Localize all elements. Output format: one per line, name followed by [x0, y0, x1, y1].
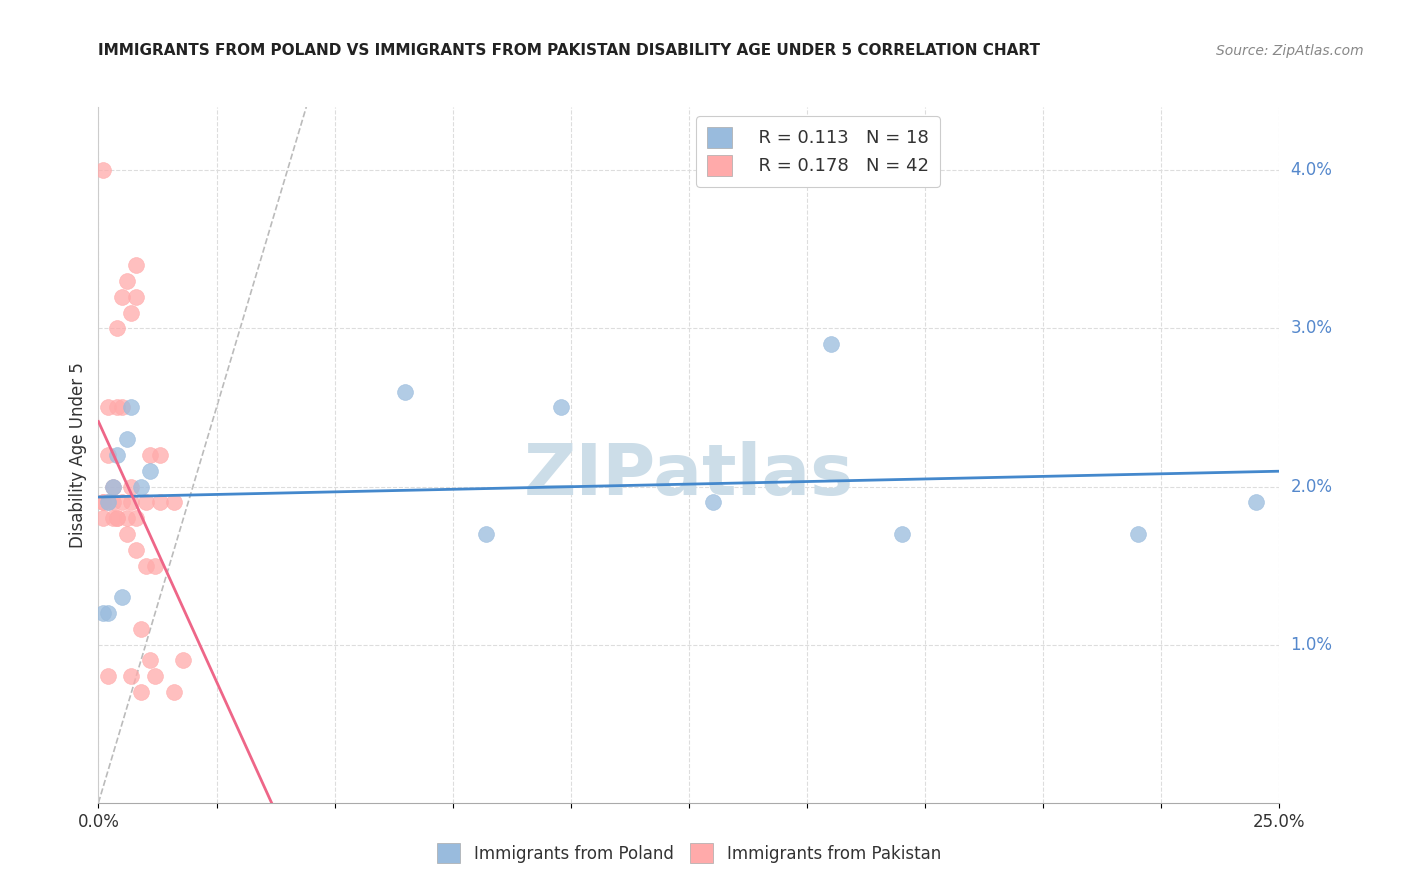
Point — [91, 495, 114, 509]
Point — [97, 401, 120, 415]
Point — [125, 290, 148, 304]
Point — [115, 274, 138, 288]
Point — [149, 448, 172, 462]
Point — [121, 669, 143, 683]
Point — [97, 495, 120, 509]
Point — [394, 384, 416, 399]
Y-axis label: Disability Age Under 5: Disability Age Under 5 — [69, 362, 87, 548]
Point — [129, 622, 152, 636]
Point — [111, 290, 134, 304]
Point — [163, 495, 186, 509]
Point — [475, 527, 498, 541]
Text: 2.0%: 2.0% — [1291, 477, 1333, 496]
Text: 3.0%: 3.0% — [1291, 319, 1333, 337]
Point — [121, 305, 143, 319]
Point — [91, 606, 114, 620]
Point — [149, 495, 172, 509]
Point — [97, 669, 120, 683]
Point — [172, 653, 194, 667]
Point — [97, 495, 120, 509]
Point — [550, 401, 572, 415]
Text: 1.0%: 1.0% — [1291, 636, 1333, 654]
Point — [97, 606, 120, 620]
Point — [139, 448, 162, 462]
Point — [105, 511, 128, 525]
Point — [105, 448, 128, 462]
Point — [890, 527, 912, 541]
Point — [143, 558, 166, 573]
Point — [129, 479, 152, 493]
Point — [101, 479, 124, 493]
Point — [1244, 495, 1267, 509]
Point — [115, 511, 138, 525]
Point — [121, 495, 143, 509]
Point — [111, 401, 134, 415]
Point — [125, 542, 148, 557]
Point — [702, 495, 724, 509]
Point — [139, 653, 162, 667]
Point — [115, 432, 138, 446]
Point — [105, 321, 128, 335]
Point — [111, 591, 134, 605]
Point — [135, 558, 157, 573]
Text: ZIPatlas: ZIPatlas — [524, 442, 853, 510]
Point — [121, 479, 143, 493]
Point — [143, 669, 166, 683]
Point — [97, 448, 120, 462]
Point — [91, 511, 114, 525]
Point — [105, 401, 128, 415]
Point — [115, 527, 138, 541]
Point — [139, 464, 162, 478]
Text: IMMIGRANTS FROM POLAND VS IMMIGRANTS FROM PAKISTAN DISABILITY AGE UNDER 5 CORREL: IMMIGRANTS FROM POLAND VS IMMIGRANTS FRO… — [98, 43, 1040, 58]
Point — [121, 401, 143, 415]
Point — [101, 495, 124, 509]
Legend: Immigrants from Poland, Immigrants from Pakistan: Immigrants from Poland, Immigrants from … — [429, 835, 949, 871]
Point — [820, 337, 842, 351]
Point — [129, 685, 152, 699]
Text: Source: ZipAtlas.com: Source: ZipAtlas.com — [1216, 44, 1364, 58]
Point — [163, 685, 186, 699]
Point — [125, 511, 148, 525]
Text: 4.0%: 4.0% — [1291, 161, 1333, 179]
Point — [125, 258, 148, 272]
Point — [101, 479, 124, 493]
Point — [111, 495, 134, 509]
Point — [101, 511, 124, 525]
Point — [135, 495, 157, 509]
Point — [105, 511, 128, 525]
Point — [91, 163, 114, 178]
Point — [91, 495, 114, 509]
Point — [1126, 527, 1149, 541]
